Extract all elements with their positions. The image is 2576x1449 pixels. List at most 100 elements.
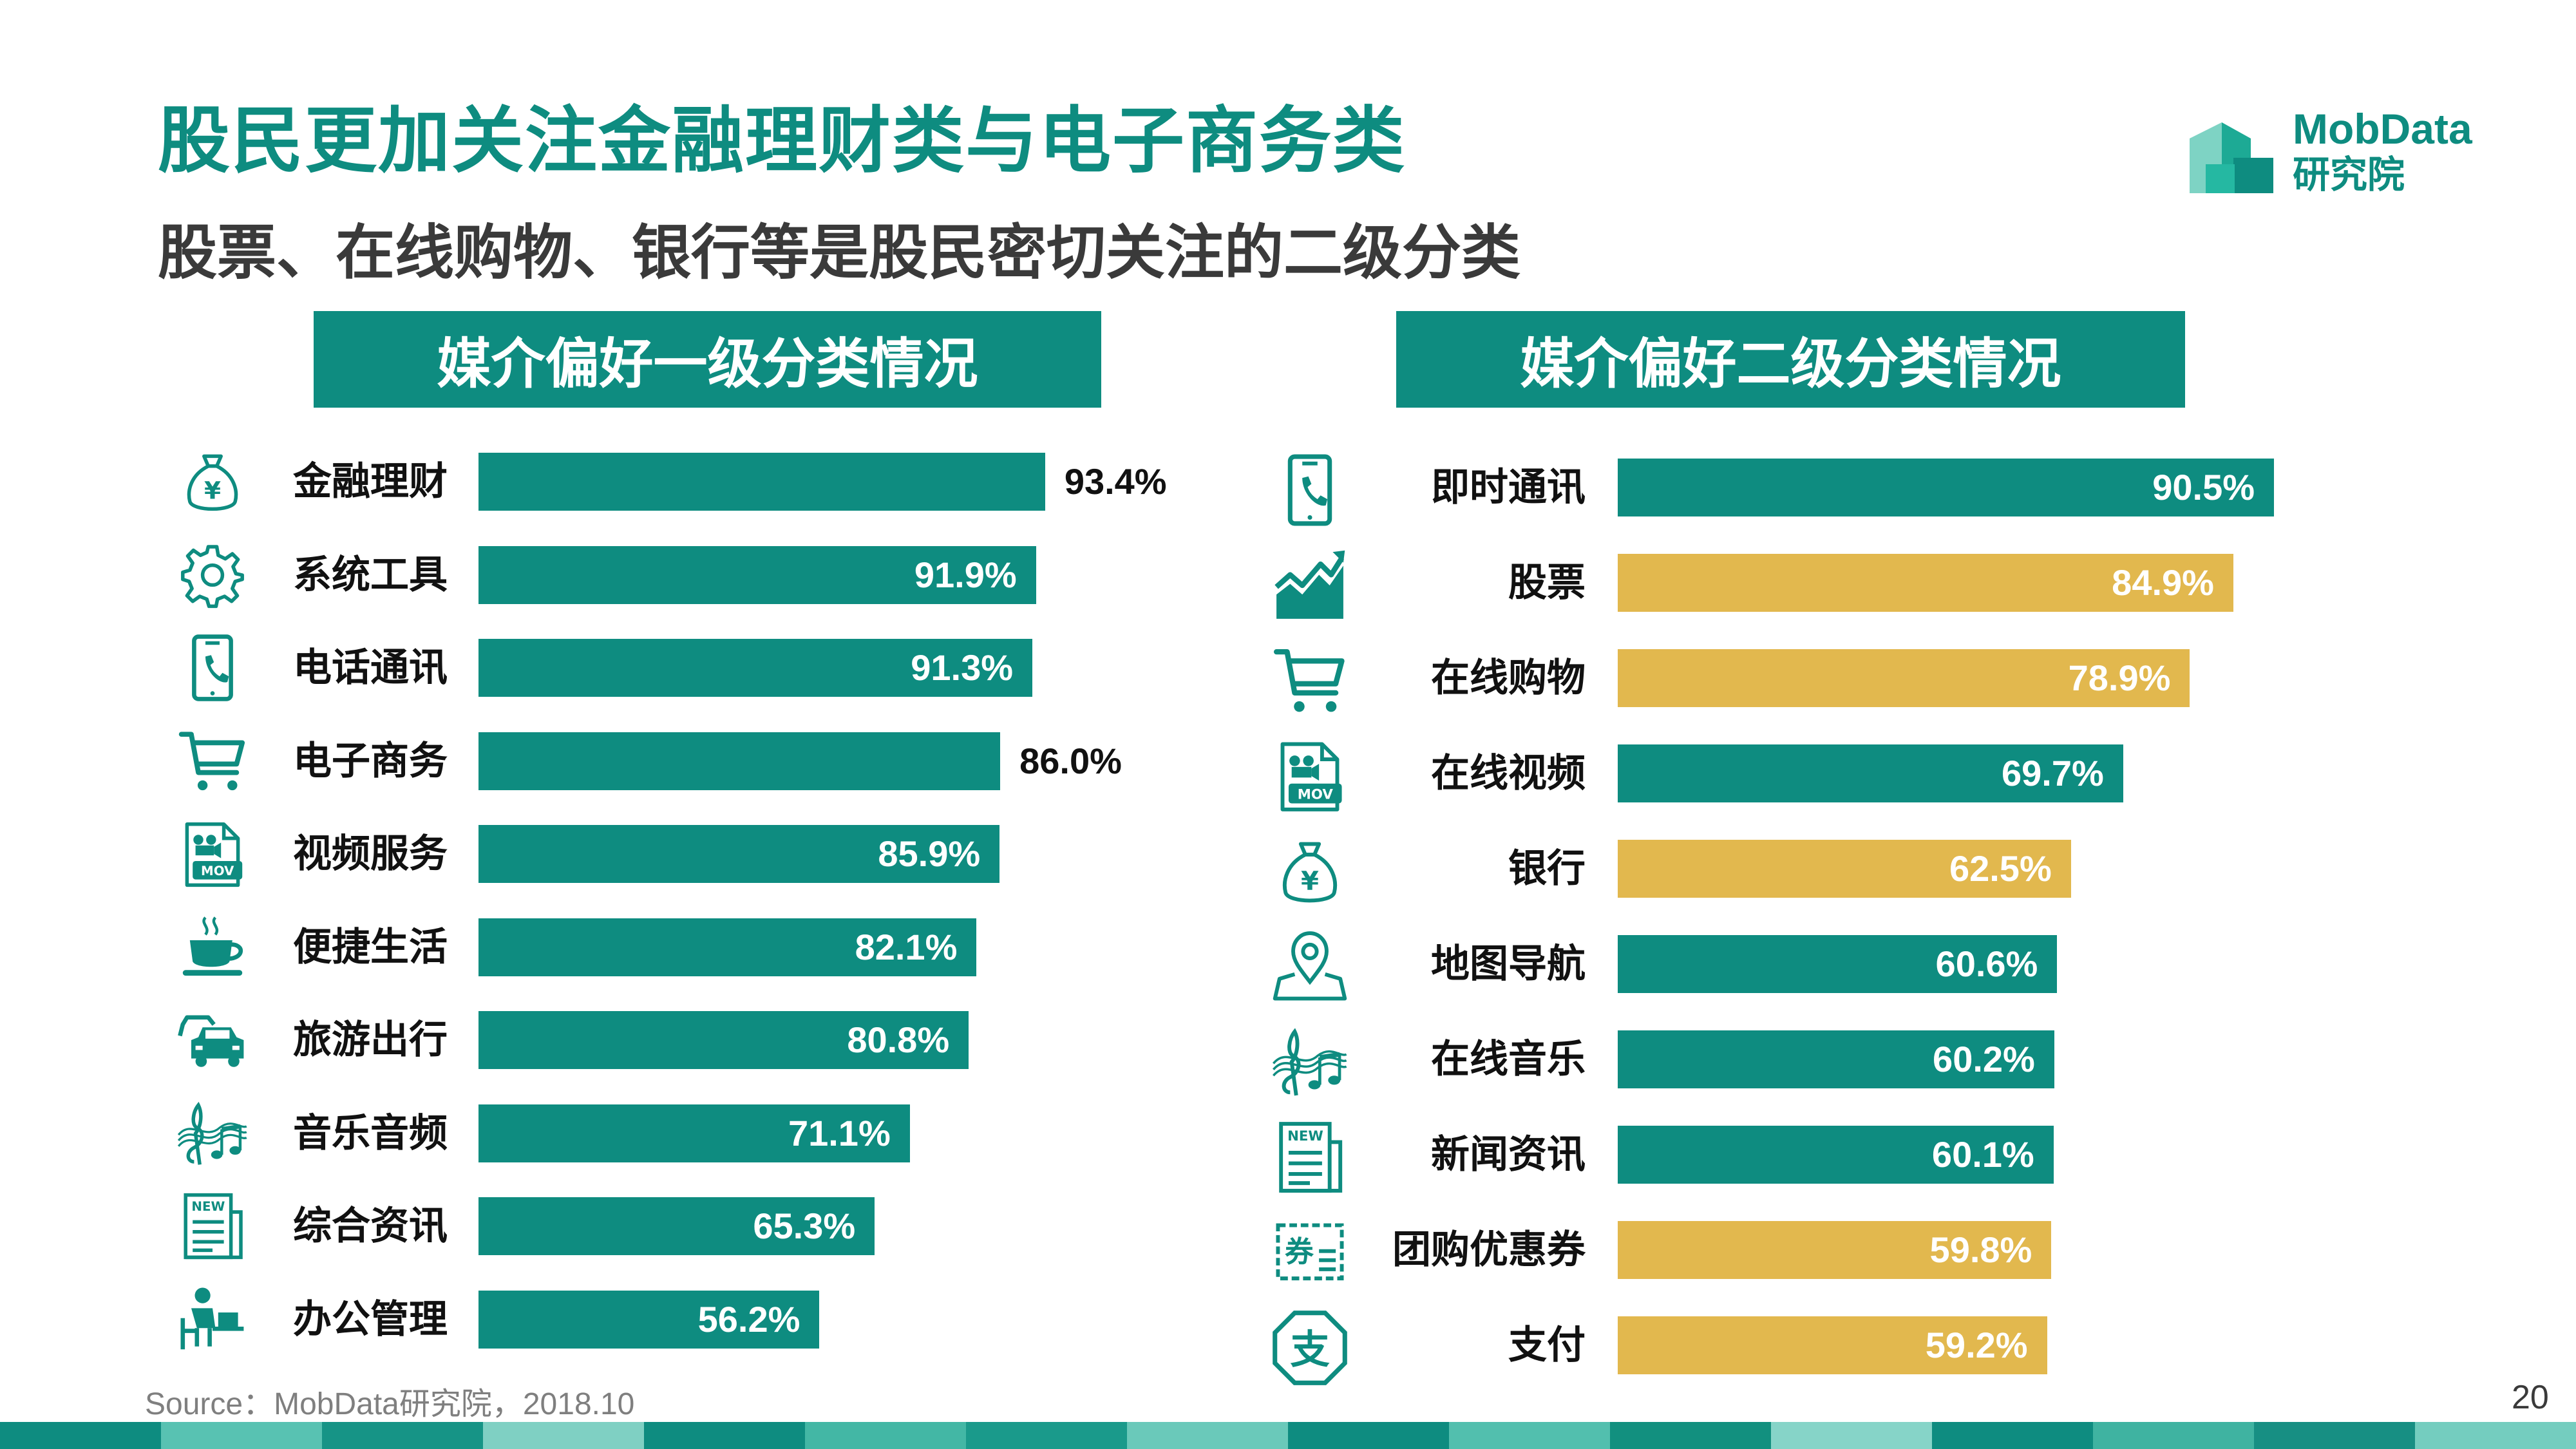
coffee-cup-icon [177, 912, 248, 983]
right-category-label: 在线音乐 [1431, 1037, 1586, 1081]
left-bar [478, 453, 1045, 511]
right-category-label: 在线购物 [1431, 656, 1586, 699]
right-category-label: 股票 [1508, 561, 1586, 604]
left-bar [478, 1011, 969, 1069]
svg-text:¥: ¥ [204, 476, 221, 504]
right-bar [1618, 1221, 2052, 1279]
right-category-label: 地图导航 [1431, 942, 1586, 985]
cars-icon [177, 1005, 248, 1075]
cart-icon [177, 726, 248, 797]
music-icon [1272, 1024, 1348, 1100]
left-bar [478, 918, 977, 976]
right-bar [1618, 649, 2190, 707]
svg-text:券: 券 [1285, 1235, 1314, 1269]
left-bar [478, 825, 1000, 883]
left-category-label: 办公管理 [293, 1297, 448, 1341]
right-bar [1618, 459, 2275, 516]
left-category-label: 电话通讯 [293, 646, 448, 689]
right-value-label: 90.5% [2152, 467, 2255, 507]
left-value-label: 93.4% [1064, 461, 1167, 502]
logo-line1: MobData [2293, 105, 2472, 153]
left-bar [478, 1290, 820, 1349]
page-number: 20 [2512, 1379, 2549, 1416]
page-title: 股民更加关注金融理财类与电子商务类 [158, 100, 1406, 181]
left-category-label: 系统工具 [293, 553, 448, 596]
right-category-label: 在线视频 [1431, 752, 1586, 795]
left-value-label: 82.1% [855, 926, 958, 967]
left-value-label: 65.3% [753, 1206, 856, 1246]
alipay-icon: 支 [1272, 1310, 1348, 1386]
left-panel-header: 媒介偏好一级分类情况 [314, 311, 1101, 408]
right-bar [1618, 1126, 2054, 1184]
stock-chart-icon [1272, 547, 1348, 623]
right-value-label: 62.5% [1949, 848, 2052, 889]
news-icon: NEW [177, 1191, 248, 1262]
right-panel-header: 媒介偏好二级分类情况 [1396, 311, 2185, 408]
cart-icon [1272, 643, 1348, 719]
music-icon [177, 1098, 248, 1169]
svg-text:支: 支 [1290, 1327, 1330, 1373]
right-category-label: 即时通讯 [1431, 466, 1586, 509]
money-bag-icon: ¥ [1272, 833, 1348, 909]
left-value-label: 85.9% [878, 833, 981, 874]
right-value-label: 60.6% [1935, 943, 2038, 984]
right-category-label: 支付 [1508, 1323, 1586, 1367]
source-note: Source：MobData研究院，2018.10 [145, 1387, 635, 1421]
logo-mark-icon [2190, 122, 2273, 193]
right-value-label: 60.1% [1931, 1134, 2034, 1175]
news-icon: NEW [1272, 1119, 1348, 1195]
gear-icon [177, 540, 248, 611]
left-category-label: 音乐音频 [293, 1111, 448, 1155]
right-category-label: 新闻资讯 [1431, 1133, 1586, 1176]
right-value-label: 78.9% [2068, 658, 2171, 698]
left-category-label: 电子商务 [293, 739, 448, 782]
phone-icon [1272, 452, 1348, 528]
video-file-icon: MOV [177, 819, 248, 889]
video-file-icon: MOV [1272, 738, 1348, 814]
right-value-label: 59.2% [1925, 1325, 2028, 1365]
left-value-label: 56.2% [697, 1298, 800, 1340]
right-value-label: 84.9% [2112, 562, 2214, 603]
left-value-label: 86.0% [1019, 740, 1122, 781]
left-value-label: 91.9% [914, 554, 1017, 595]
svg-text:MOV: MOV [201, 864, 234, 878]
left-category-label: 金融理财 [293, 460, 448, 503]
left-bar [478, 545, 1036, 604]
left-bar [478, 639, 1033, 697]
logo-text: MobData 研究院 [2293, 103, 2472, 196]
right-category-label: 团购优惠券 [1392, 1228, 1586, 1271]
right-category-label: 银行 [1508, 847, 1586, 890]
left-bar [478, 1197, 875, 1255]
left-category-label: 旅游出行 [293, 1018, 448, 1061]
office-icon [177, 1284, 248, 1355]
page-subtitle: 股票、在线购物、银行等是股民密切关注的二级分类 [158, 220, 1521, 286]
left-value-label: 80.8% [847, 1019, 950, 1060]
right-bar [1618, 935, 2058, 993]
right-bar [1618, 1316, 2047, 1374]
left-value-label: 71.1% [788, 1112, 891, 1153]
svg-text:MOV: MOV [1298, 786, 1334, 802]
coupon-icon: 券 [1272, 1215, 1348, 1291]
svg-text:NEW: NEW [191, 1199, 225, 1214]
footer-stripe [0, 1422, 2576, 1449]
left-category-label: 综合资讯 [293, 1204, 448, 1247]
money-bag-icon: ¥ [177, 446, 248, 517]
svg-text:NEW: NEW [1287, 1128, 1323, 1144]
left-value-label: 91.3% [911, 647, 1014, 688]
phone-icon [177, 632, 248, 703]
left-bar [478, 1104, 910, 1162]
logo-line2: 研究院 [2293, 154, 2405, 196]
left-category-label: 便捷生活 [293, 925, 448, 969]
mobdata-logo: MobData 研究院 [2183, 103, 2492, 200]
right-bar [1618, 840, 2071, 898]
left-bar [478, 732, 1001, 790]
map-pin-icon [1272, 929, 1348, 1005]
right-bar [1618, 744, 2123, 802]
right-value-label: 60.2% [1933, 1039, 2035, 1079]
left-category-label: 视频服务 [293, 832, 448, 875]
right-bar [1618, 554, 2233, 612]
svg-text:¥: ¥ [1301, 866, 1319, 896]
right-bar [1618, 1030, 2054, 1088]
right-value-label: 59.8% [1929, 1229, 2032, 1270]
right-value-label: 69.7% [2002, 753, 2104, 793]
